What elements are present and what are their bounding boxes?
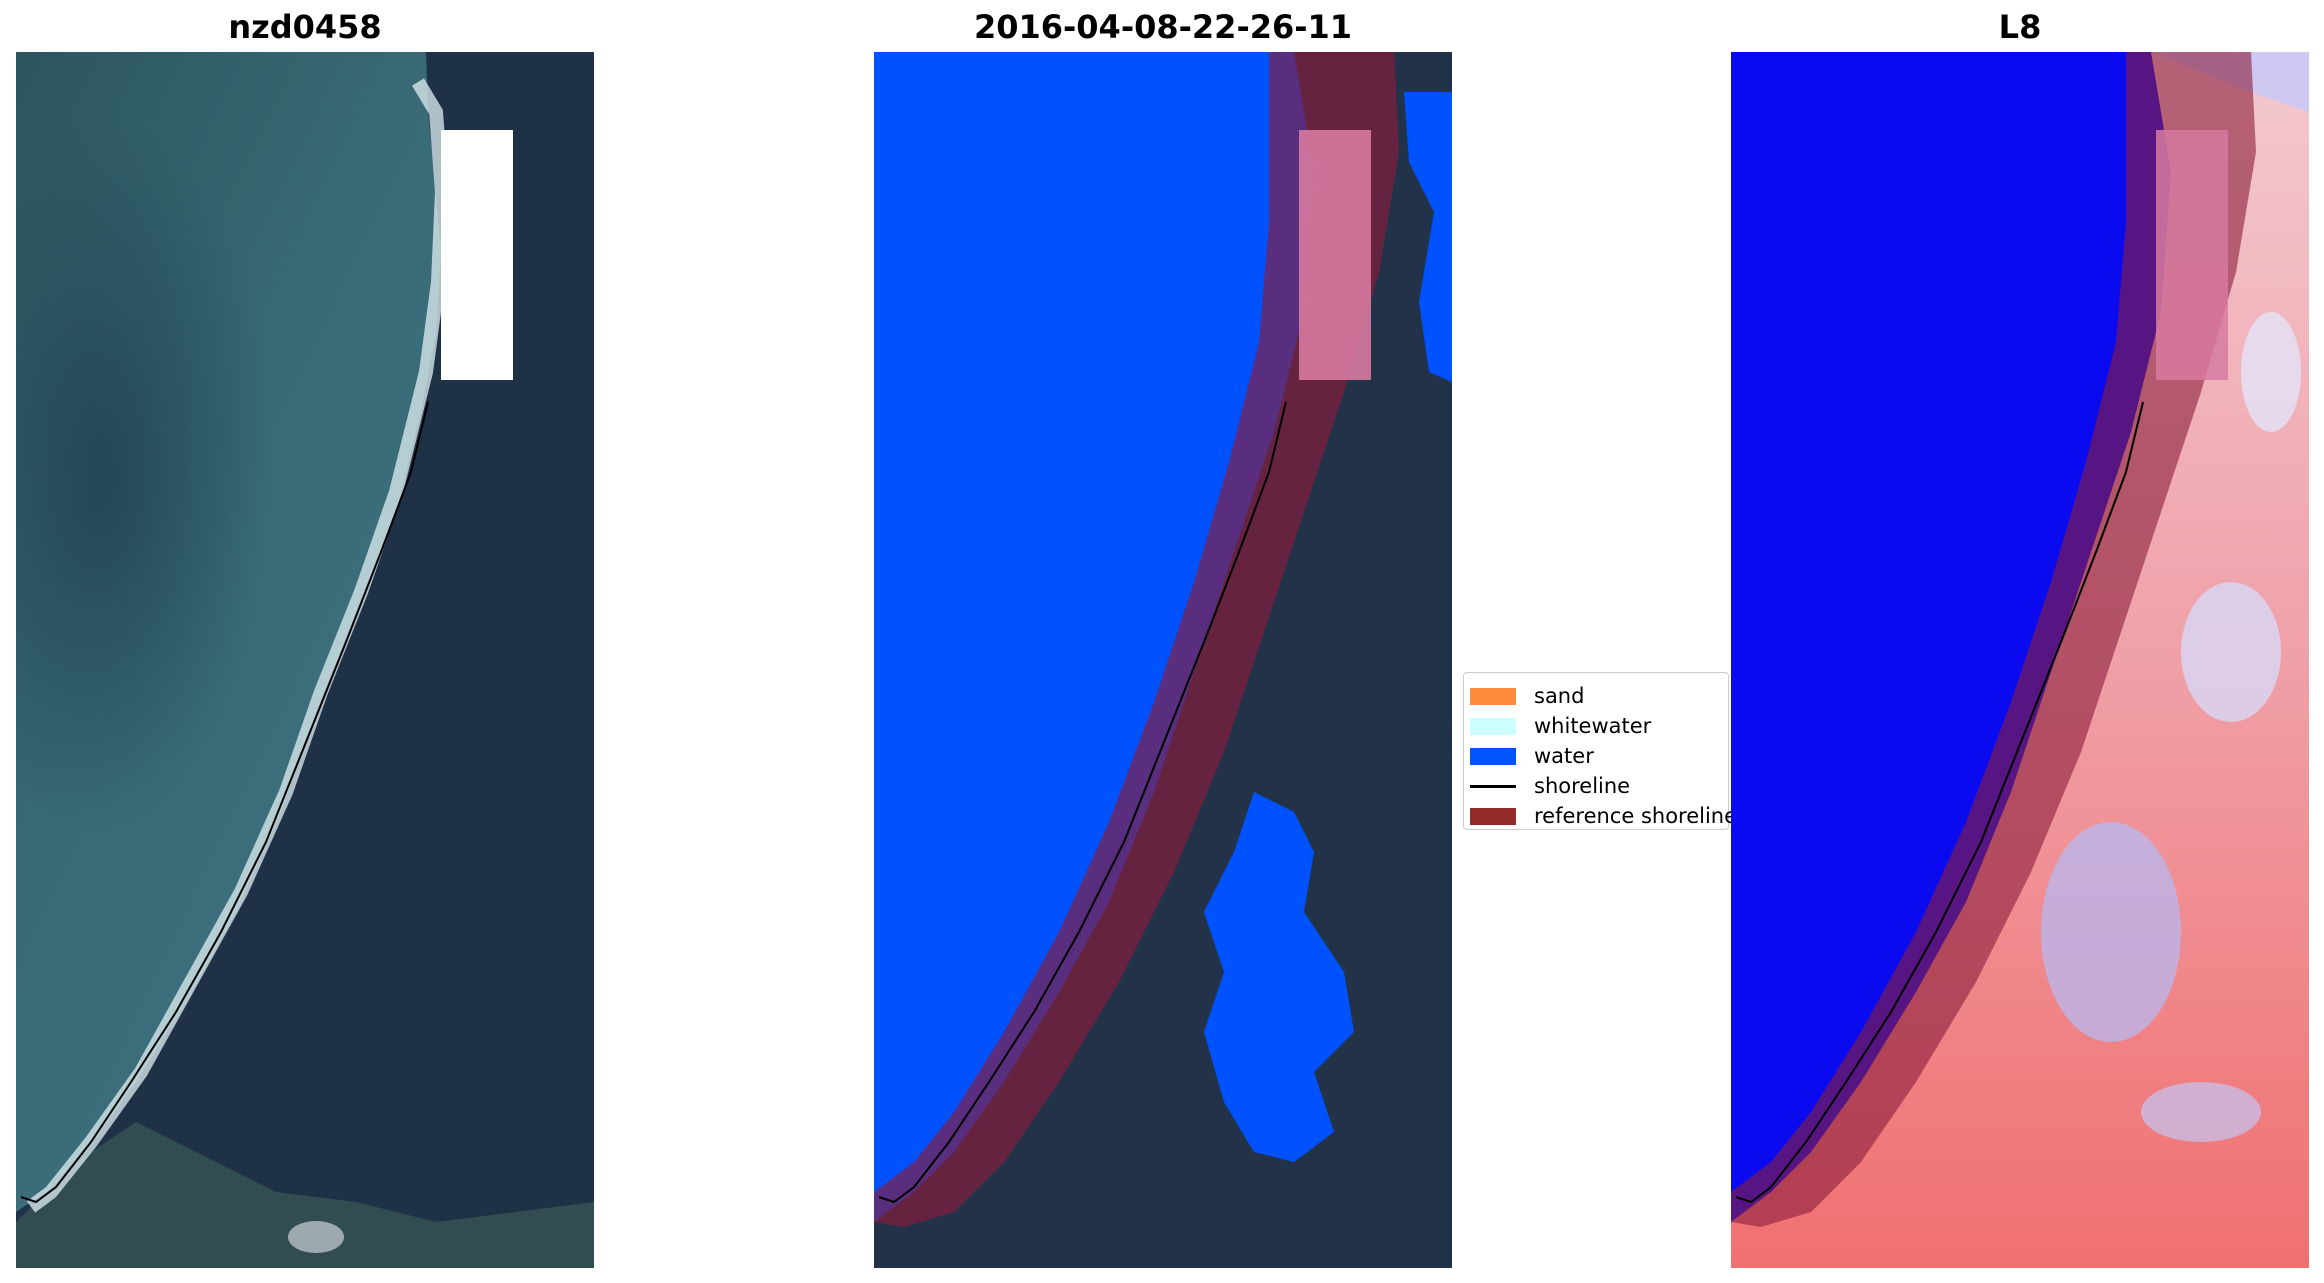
panel-title-classified: 2016-04-08-22-26-11 — [973, 8, 1353, 46]
legend-label: water — [1534, 744, 1594, 768]
legend-item-reference-shoreline: reference shoreline — [1464, 801, 1737, 831]
reference-buffer — [874, 52, 1399, 1227]
shoreline-swatch — [1470, 784, 1516, 788]
cloud-mask — [441, 130, 513, 380]
sand-swatch — [1470, 687, 1516, 705]
rgb-image-panel — [16, 52, 594, 1268]
inland-water — [1204, 792, 1354, 1162]
legend-item-water: water — [1464, 741, 1728, 771]
legend-item-sand: sand — [1464, 681, 1728, 711]
legend-label: whitewater — [1534, 714, 1652, 738]
whitewater-swatch — [1470, 717, 1516, 735]
panel-title-index: L8 — [1998, 8, 2042, 46]
legend-label: shoreline — [1534, 774, 1631, 798]
legend-item-whitewater: whitewater — [1464, 711, 1728, 741]
panel-title-rgb: nzd0458 — [228, 8, 382, 46]
reference-buffer — [1731, 52, 2256, 1227]
classification-panel — [874, 52, 1452, 1268]
water-patches — [1404, 92, 1452, 382]
shoreline-line — [20, 401, 429, 1204]
legend-label: sand — [1534, 684, 1585, 708]
water-index-area — [1731, 52, 2171, 1222]
legend: sand whitewater water shoreline referenc… — [1463, 672, 1737, 831]
reference-shoreline-swatch — [1470, 807, 1516, 825]
legend-item-shoreline: shoreline — [1464, 771, 1728, 801]
legend-label: reference shoreline — [1534, 804, 1738, 828]
index-map-panel — [1731, 52, 2309, 1268]
water-swatch — [1470, 747, 1516, 765]
shoreline-line — [1735, 401, 2144, 1204]
shoreline-line — [878, 401, 1287, 1204]
water-class-area — [874, 52, 1314, 1222]
